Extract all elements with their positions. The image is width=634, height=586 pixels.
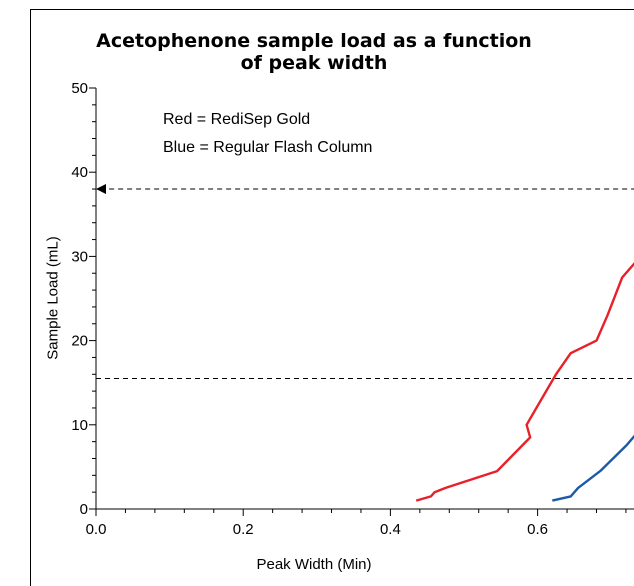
legend-blue-label: Blue = Regular Flash Column (163, 139, 373, 156)
x-tick-label: 0.6 (527, 521, 548, 538)
chart-title: Acetophenone sample load as a function o… (96, 30, 532, 74)
x-axis-label: Peak Width (Min) (256, 556, 372, 573)
x-tick-label: 0.0 (86, 521, 107, 538)
x-tick-label: 0.2 (233, 521, 254, 538)
y-tick-label: 20 (71, 333, 88, 350)
x-tick-label: 0.4 (380, 521, 401, 538)
y-tick-label: 10 (71, 417, 88, 434)
y-tick-label: 0 (80, 501, 88, 518)
y-tick-label: 40 (71, 164, 88, 181)
series-line-blue (552, 434, 634, 502)
series-line-red (415, 262, 634, 502)
y-axis-label: Sample Load (mL) (44, 236, 62, 360)
chart-border (30, 9, 634, 586)
y-tick-label: 50 (71, 80, 88, 97)
legend-red-label: Red = RediSep Gold (163, 111, 311, 128)
y-tick-label: 30 (71, 248, 88, 265)
